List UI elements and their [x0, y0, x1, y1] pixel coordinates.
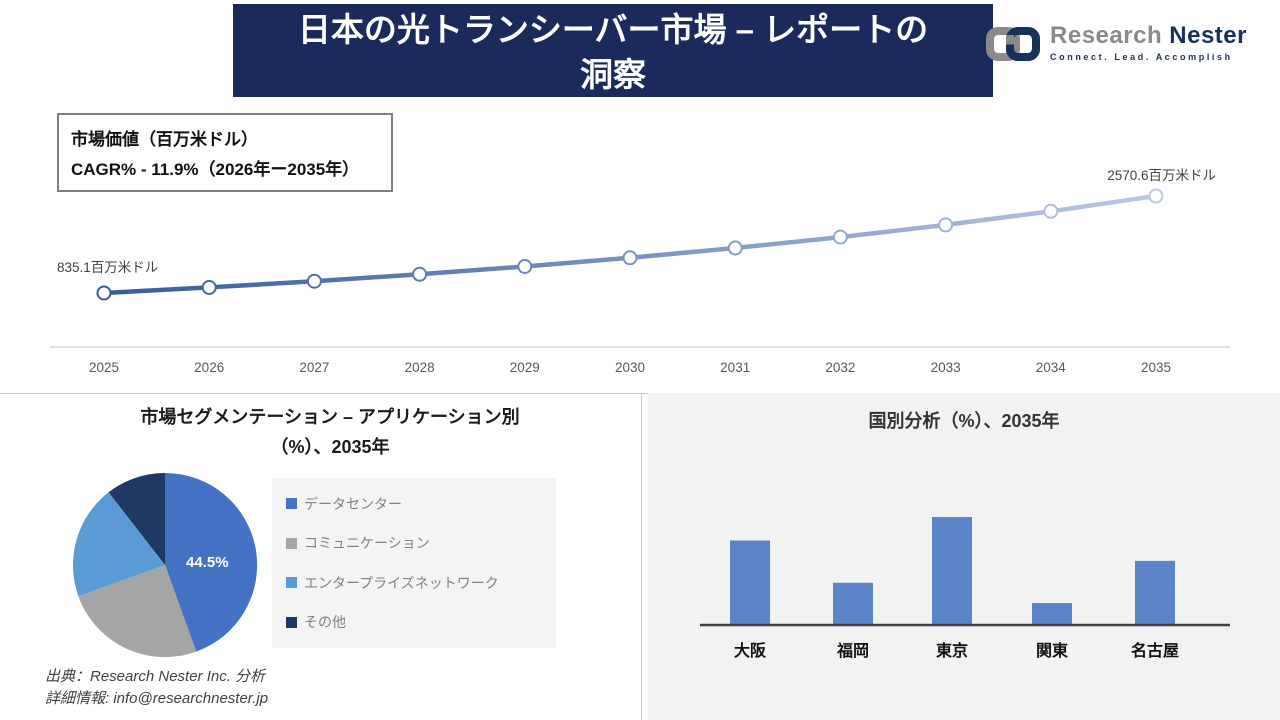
- bar: [1135, 560, 1175, 625]
- country-analysis-bar-chart: 大阪 福岡 東京 関東 名古屋: [700, 517, 1230, 660]
- legend-swatch-icon: [286, 616, 297, 628]
- x-tick-label: 2026: [194, 360, 224, 375]
- x-tick-label: 2027: [299, 360, 329, 375]
- x-tick-label: 2031: [720, 360, 750, 375]
- x-tick-label: 2033: [931, 360, 961, 375]
- legend-item: コミュニケーション: [286, 533, 556, 553]
- data-point-marker: [96, 285, 112, 301]
- pie-slice: [78, 565, 197, 658]
- report-title-line2: 洞察: [580, 56, 646, 93]
- x-tick-label: 2025: [89, 360, 119, 375]
- bar-category-label: 大阪: [734, 641, 767, 660]
- legend-label: エンタープライズネットワーク: [304, 574, 499, 591]
- segmentation-chart-title: 市場セグメンテーション – アプリケーション別 （%）、2035年: [140, 407, 520, 457]
- application-segmentation-pie-chart: 44.5%: [72, 472, 258, 658]
- bar-category-label: 福岡: [836, 641, 869, 660]
- logo-tagline: Connect. Lead. Accomplish: [1050, 52, 1233, 62]
- data-point-marker: [412, 266, 428, 282]
- bar: [932, 517, 972, 625]
- report-title-line1: 日本の光トランシーバー市場 – レポートの: [297, 11, 929, 48]
- bar-category-label: 名古屋: [1131, 641, 1179, 660]
- logo-text-research: Research: [1050, 22, 1163, 49]
- bar-category-label: 関東: [1036, 641, 1068, 660]
- data-point-marker: [201, 279, 217, 295]
- research-nester-logo: Research Nester Connect. Lead. Accomplis…: [986, 24, 1247, 69]
- market-value-label: 市場価値（百万米ドル）: [71, 130, 258, 149]
- pie-slice: [72, 492, 165, 597]
- cagr-label: CAGR% - 11.9%（2026年ー2035年）: [71, 160, 360, 179]
- bar-category-label: 東京: [936, 641, 968, 660]
- first-point-data-label: 835.1百万米ドル: [57, 260, 158, 275]
- logo-text-nester: Nester: [1169, 22, 1247, 49]
- country-analysis-panel: 国別分析（%）、2035年 大阪 福岡 東京 関東 名古屋: [648, 393, 1280, 720]
- market-value-cagr-box: 市場価値（百万米ドル） CAGR% - 11.9%（2026年ー2035年）: [57, 113, 393, 192]
- x-tick-label: 2035: [1141, 360, 1171, 375]
- data-point-marker: [727, 240, 743, 256]
- bar: [833, 582, 873, 625]
- last-point-data-label: 2570.6百万米ドル: [1107, 168, 1216, 183]
- legend-item: エンタープライズネットワーク: [286, 573, 556, 593]
- x-tick-label: 2032: [825, 360, 855, 375]
- legend-swatch-icon: [286, 577, 297, 589]
- legend-label: コミュニケーション: [304, 535, 430, 552]
- pie-slice-percentage-label: 44.5%: [186, 554, 229, 571]
- legend-label: データセンター: [304, 495, 402, 512]
- source-line: 出典：Research Nester Inc. 分析: [45, 668, 266, 685]
- pie-slice: [165, 472, 258, 652]
- market-value-line-chart: 2025 2026 2027 2028 2029 2030 2031 2032 2033 2034…: [50, 168, 1230, 375]
- legend-item: データセンター: [286, 494, 556, 514]
- chain-link-icon: [986, 24, 1041, 69]
- data-point-marker: [622, 250, 638, 266]
- data-point-marker: [1043, 203, 1059, 219]
- data-point-marker: [832, 229, 848, 245]
- horizontal-divider: [0, 393, 1280, 394]
- bar: [1032, 603, 1072, 625]
- data-point-marker: [517, 258, 533, 274]
- legend-swatch-icon: [286, 498, 297, 510]
- legend-label: その他: [304, 614, 346, 631]
- pie-legend: データセンターコミュニケーションエンタープライズネットワーク その他: [272, 478, 556, 648]
- x-tick-label: 2028: [405, 360, 435, 375]
- legend-item: その他: [286, 612, 556, 632]
- source-note: 出典：Research Nester Inc. 分析 詳細情報: info@re…: [45, 666, 268, 710]
- report-title-banner: 日本の光トランシーバー市場 – レポートの 洞察: [233, 4, 993, 97]
- bar: [730, 540, 770, 625]
- data-point-marker: [1148, 188, 1164, 204]
- legend-swatch-icon: [286, 537, 297, 549]
- contact-line: 詳細情報: info@researchnester.jp: [45, 690, 269, 707]
- x-tick-label: 2029: [510, 360, 540, 375]
- vertical-divider: [641, 393, 642, 720]
- data-point-marker: [938, 217, 954, 233]
- pie-slice: [108, 473, 165, 565]
- trend-line: [101, 193, 1159, 296]
- country-chart-title: 国別分析（%）、2035年: [868, 411, 1060, 431]
- x-tick-label: 2034: [1036, 360, 1067, 375]
- data-point-marker: [306, 273, 322, 289]
- x-tick-label: 2030: [615, 360, 645, 375]
